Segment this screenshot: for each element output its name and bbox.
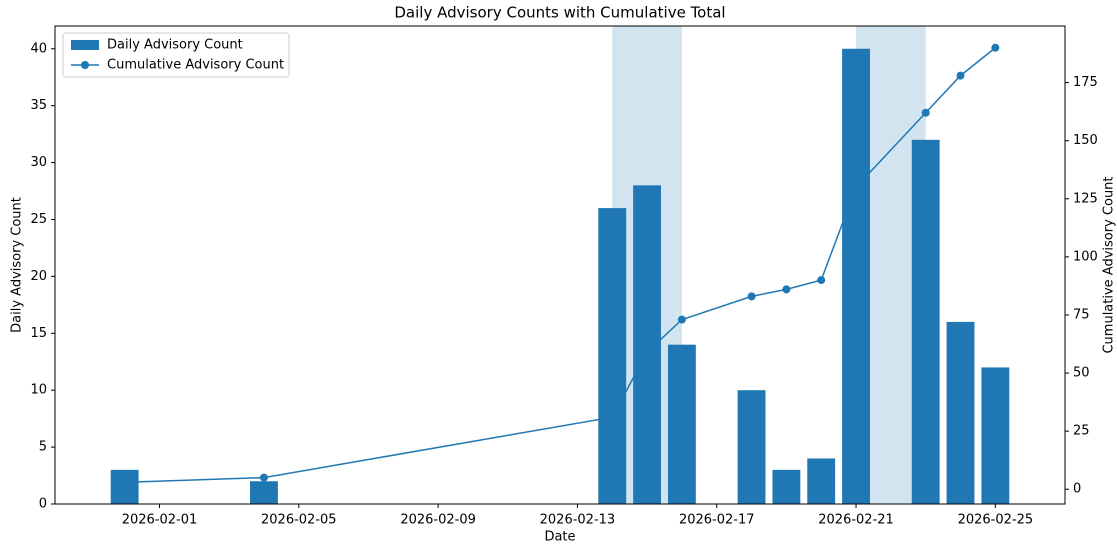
- y-tick-label: 15: [30, 326, 47, 341]
- legend-patch: [71, 40, 99, 50]
- bar: [946, 321, 975, 504]
- cumulative-line: [124, 47, 996, 484]
- line-marker: [259, 473, 268, 482]
- legend-label: Cumulative Advisory Count: [107, 58, 284, 73]
- y-tick-label: 5: [39, 440, 47, 455]
- x-tick-label: 2026-02-25: [958, 513, 1034, 528]
- y-tick-label: 10: [30, 383, 47, 398]
- y2-tick-label: 25: [1073, 424, 1090, 439]
- legend-label: Daily Advisory Count: [107, 38, 243, 53]
- x-tick-label: 2026-02-17: [679, 513, 755, 528]
- x-tick-label: 2026-02-09: [400, 513, 476, 528]
- bar: [807, 458, 836, 504]
- bar: [842, 48, 870, 505]
- y-tick-label: 40: [30, 41, 47, 56]
- y-tick-label: 20: [30, 269, 47, 284]
- bar: [981, 367, 1010, 504]
- bar: [911, 139, 940, 505]
- y2-tick-label: 0: [1073, 482, 1081, 497]
- y-tick-label: 0: [39, 497, 47, 512]
- y2-axis-label: Cumulative Advisory Count: [1102, 176, 1117, 353]
- y2-tick-label: 125: [1073, 191, 1098, 206]
- bar: [110, 469, 139, 504]
- x-tick-label: 2026-02-21: [818, 513, 894, 528]
- y2-tick-label: 175: [1073, 75, 1098, 90]
- x-tick-label: 2026-02-05: [261, 513, 337, 528]
- legend-marker: [81, 61, 89, 69]
- bar: [598, 208, 627, 504]
- line-marker: [956, 71, 965, 80]
- bar: [250, 481, 278, 504]
- bar: [737, 390, 766, 504]
- y2-tick-label: 50: [1073, 366, 1090, 381]
- chart-title: Daily Advisory Counts with Cumulative To…: [394, 4, 725, 22]
- x-axis-label: Date: [544, 530, 575, 544]
- y2-tick-label: 100: [1073, 249, 1098, 264]
- line-marker: [921, 108, 930, 117]
- line-marker: [782, 285, 791, 294]
- legend-box: [62, 32, 290, 78]
- y-tick-label: 35: [30, 98, 47, 113]
- bar: [772, 469, 801, 504]
- y-tick-label: 30: [30, 155, 47, 170]
- x-tick-label: 2026-02-13: [540, 513, 616, 528]
- line-marker: [817, 276, 826, 285]
- line-marker: [747, 292, 756, 301]
- line-marker: [677, 315, 686, 324]
- y2-tick-label: 75: [1073, 307, 1090, 322]
- y-tick-label: 25: [30, 212, 47, 227]
- y-axis-label: Daily Advisory Count: [10, 197, 25, 333]
- plot-frame: [54, 25, 1066, 505]
- bar: [633, 185, 661, 505]
- y2-tick-label: 150: [1073, 133, 1098, 148]
- bar: [667, 344, 696, 504]
- line-marker: [991, 43, 1000, 52]
- x-tick-label: 2026-02-01: [122, 513, 198, 528]
